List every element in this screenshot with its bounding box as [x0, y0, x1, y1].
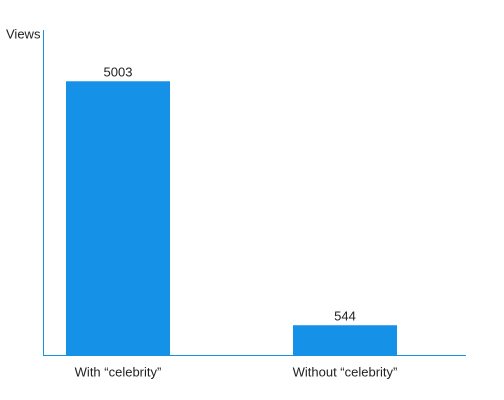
data-label: 5003 [104, 65, 133, 80]
y-axis-label: Views [6, 26, 41, 41]
x-tick-label: With “celebrity” [75, 364, 162, 379]
bar [293, 325, 397, 355]
data-label: 544 [334, 309, 356, 324]
x-tick-label: Without “celebrity” [293, 364, 398, 379]
bar [66, 81, 170, 355]
